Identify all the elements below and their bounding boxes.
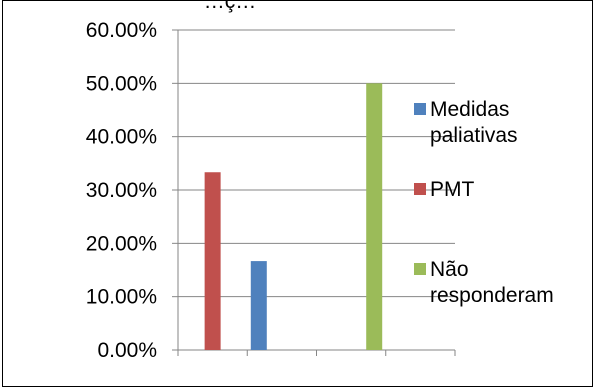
y-tick-label: 0.00%: [97, 339, 157, 362]
legend: Medidas paliativas PMT Não responderam: [414, 98, 554, 307]
gridlines: [178, 29, 455, 298]
chart-title-fragment: …ç…: [204, 0, 257, 13]
y-axis: 0.00% 10.00% 20.00% 30.00% 40.00% 50.00% 60.00…: [86, 19, 179, 362]
legend-swatch: [414, 183, 426, 195]
legend-swatch: [414, 103, 426, 115]
bar: [204, 172, 221, 350]
y-tick-label: 50.00%: [86, 72, 157, 95]
x-axis: [177, 349, 456, 356]
y-tick-label: 20.00%: [86, 232, 157, 255]
legend-label: PMT: [430, 178, 475, 201]
y-tick-label: 10.00%: [86, 286, 157, 309]
legend-swatch: [414, 263, 426, 275]
bar: [366, 83, 383, 350]
legend-label: Não: [430, 258, 469, 281]
legend-label: Medidas: [430, 98, 509, 121]
y-tick-label: 40.00%: [86, 126, 157, 149]
legend-label: responderam: [430, 284, 554, 307]
y-tick-label: 30.00%: [86, 179, 157, 202]
y-tick-label: 60.00%: [86, 19, 157, 42]
bars: [204, 83, 383, 350]
bar: [250, 261, 267, 350]
legend-label: paliativas: [430, 124, 518, 147]
